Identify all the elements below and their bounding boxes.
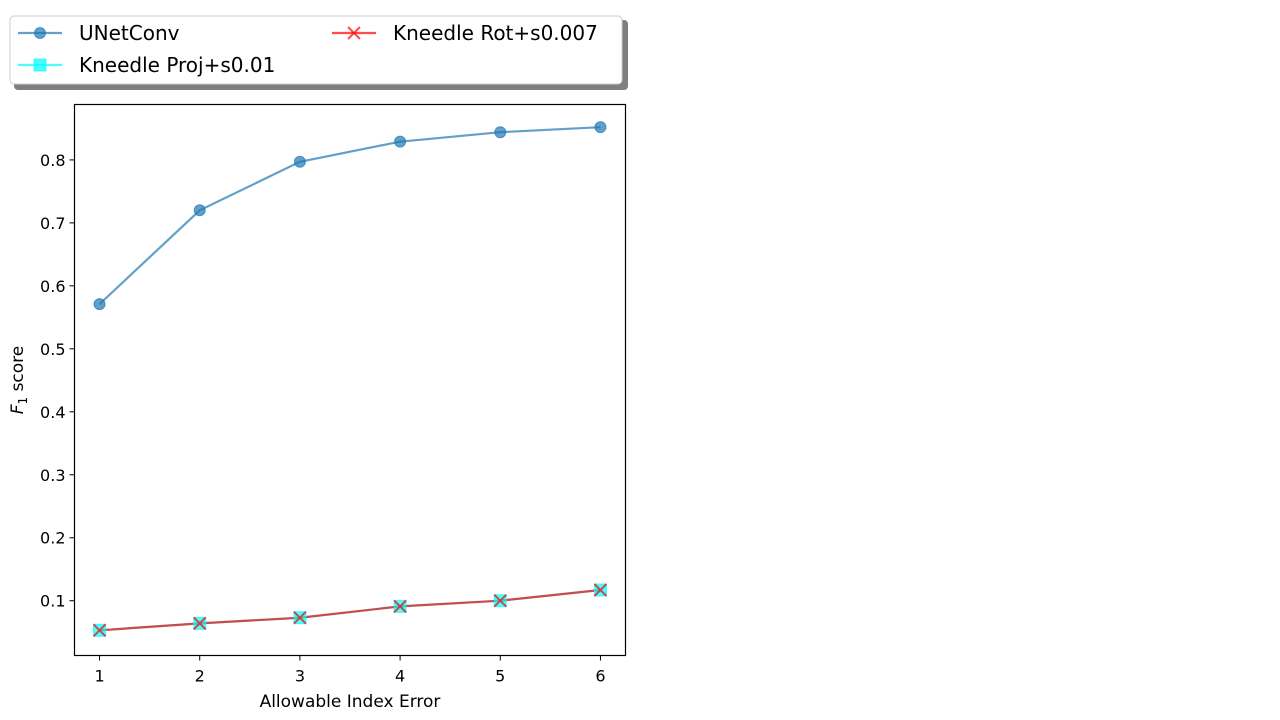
y-tick-label: 0.8 — [40, 151, 65, 170]
x-axis-label: Allowable Index Error — [260, 692, 441, 712]
data-point-x — [393, 599, 407, 614]
data-point-circle — [93, 298, 106, 311]
y-tick-label: 0.4 — [40, 403, 65, 422]
x-tick-label: 3 — [295, 667, 305, 686]
data-point-circle — [494, 126, 507, 139]
x-tick-label: 5 — [495, 667, 505, 686]
y-tick-label: 0.6 — [40, 277, 65, 296]
y-axis-label: F1 score — [8, 346, 30, 415]
series-line-x — [99, 588, 601, 632]
y-tick-label: 0.1 — [40, 592, 65, 611]
legend-label: UNetConv — [79, 21, 180, 45]
data-point-x — [293, 611, 307, 625]
y-axis-label-sub: 1 — [16, 397, 30, 405]
data-point-x — [493, 594, 507, 608]
legend-frame — [9, 15, 623, 85]
data-point-x — [593, 583, 608, 597]
data-point-circle — [394, 135, 407, 148]
x-tick-label: 6 — [595, 667, 605, 686]
series-lines — [98, 126, 601, 632]
data-point-circle — [193, 204, 206, 217]
legend-marker-square — [33, 58, 47, 72]
legend: UNetConv Kneedle Proj+s0.01 Kneedle Rot+s0… — [9, 15, 628, 90]
x-tick-label: 2 — [195, 667, 205, 686]
data-point-circle — [293, 155, 306, 168]
legend-marker-x — [347, 26, 361, 40]
y-axis-label-rest: score — [8, 346, 28, 397]
y-tick-label: 0.3 — [40, 466, 65, 485]
legend-label: Kneedle Proj+s0.01 — [79, 53, 275, 77]
data-point-x — [92, 623, 107, 638]
legend-label: Kneedle Rot+s0.007 — [393, 21, 598, 45]
x-tick-label: 1 — [94, 667, 104, 686]
y-tick-label: 0.2 — [40, 529, 65, 548]
axis-ticks: 1 2 3 4 5 6 0.1 0.2 0.3 0.4 0.5 0.6 0.7 0.8 — [40, 151, 606, 686]
series-line-circle — [98, 126, 601, 305]
x-tick-label: 4 — [395, 667, 405, 686]
plot-area — [73, 103, 627, 657]
data-point-x — [193, 616, 207, 631]
y-axis-label-main: F — [8, 404, 28, 414]
y-tick-label: 0.7 — [40, 214, 65, 233]
legend-marker-circle — [34, 27, 46, 39]
series-markers — [92, 121, 608, 638]
data-point-circle — [594, 121, 607, 134]
y-tick-label: 0.5 — [40, 340, 65, 359]
